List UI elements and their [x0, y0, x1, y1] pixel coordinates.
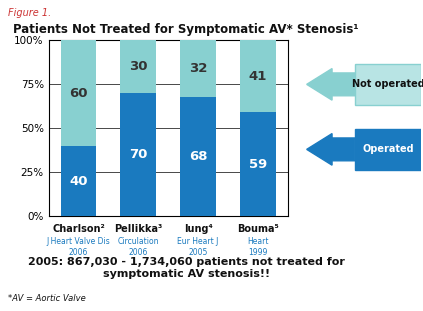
- Bar: [120, 93, 156, 216]
- Text: J Heart Valve Dis
2006: J Heart Valve Dis 2006: [47, 237, 110, 258]
- FancyArrow shape: [307, 68, 355, 100]
- Bar: [355, 129, 421, 169]
- Text: 68: 68: [189, 150, 207, 163]
- Text: 2005: 867,030 - 1,734,060 patients not treated for
symptomatic AV stenosis!!: 2005: 867,030 - 1,734,060 patients not t…: [27, 257, 345, 279]
- Text: Pellikka³: Pellikka³: [114, 224, 162, 234]
- Text: *AV = Aortic Valve: *AV = Aortic Valve: [8, 294, 86, 303]
- Text: Eur Heart J
2005: Eur Heart J 2005: [177, 237, 219, 258]
- Text: 41: 41: [249, 70, 267, 83]
- Text: Bouma⁵: Bouma⁵: [237, 224, 279, 234]
- Text: 70: 70: [129, 148, 148, 161]
- Text: Not operated: Not operated: [352, 79, 423, 89]
- Text: 40: 40: [69, 174, 88, 188]
- Bar: [180, 40, 216, 97]
- Bar: [355, 64, 421, 104]
- Bar: [120, 40, 156, 93]
- Text: 32: 32: [189, 62, 207, 75]
- Text: 60: 60: [69, 87, 88, 100]
- FancyArrow shape: [307, 133, 355, 165]
- Text: 30: 30: [129, 60, 148, 73]
- Text: Heart
1999: Heart 1999: [247, 237, 269, 258]
- Text: 59: 59: [249, 158, 267, 171]
- Bar: [240, 113, 276, 216]
- Text: Charlson²: Charlson²: [52, 224, 105, 234]
- Text: Figure 1.: Figure 1.: [8, 8, 52, 18]
- Text: Circulation
2006: Circulation 2006: [118, 237, 159, 258]
- Text: Operated: Operated: [362, 144, 414, 154]
- Bar: [240, 40, 276, 113]
- Bar: [60, 40, 96, 146]
- Text: Iung⁴: Iung⁴: [184, 224, 212, 234]
- Text: Patients Not Treated for Symptomatic AV* Stenosis¹: Patients Not Treated for Symptomatic AV*…: [14, 23, 359, 36]
- Bar: [180, 97, 216, 216]
- Bar: [60, 146, 96, 216]
